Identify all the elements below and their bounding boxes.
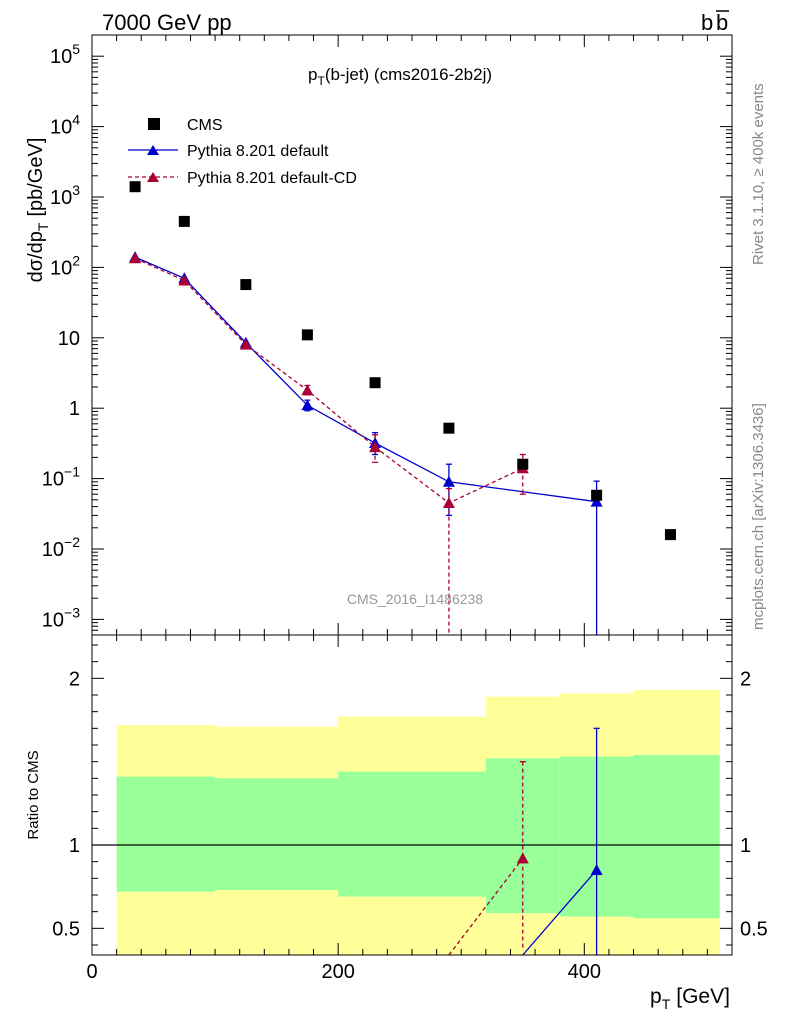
legend: CMS Pythia 8.201 default Pythia 8.201 de… xyxy=(128,117,357,187)
main-y-axis-label: dσ/dpT [pb/GeV] xyxy=(25,138,51,283)
main-title-rest: (b-jet) (cms2016-2b2j) xyxy=(325,65,492,84)
main-triangle-marker xyxy=(442,475,455,487)
green-uncertainty-band xyxy=(215,778,339,890)
legend-label-cd: Pythia 8.201 default-CD xyxy=(187,170,357,187)
ratio-y-tick-label-right: 1 xyxy=(740,835,751,857)
main-triangle-marker xyxy=(301,384,314,396)
rivet-label: Rivet 3.1.10, ≥ 400k events xyxy=(750,83,767,265)
main-ylabel-sub: T xyxy=(35,222,51,231)
x-axis-label: pT [GeV] xyxy=(650,985,730,1012)
main-triangle-marker xyxy=(301,399,314,411)
cms-data-point xyxy=(591,489,603,501)
main-series-line xyxy=(134,257,524,504)
ratio-y-tick-label-right: 0.5 xyxy=(740,918,768,940)
green-uncertainty-band xyxy=(338,771,486,897)
cms-data-point xyxy=(178,215,190,227)
main-y-tick-label: 103 xyxy=(50,182,80,209)
process-label-bbar: b xyxy=(716,10,728,35)
ratio-series-line xyxy=(448,857,524,956)
ratio-panel: 0.5 0.5 1 1 2 2 0 200 400 Ratio to CMS pT [GeV] xyxy=(25,634,768,1012)
legend-label-default: Pythia 8.201 default xyxy=(187,143,329,160)
main-y-tick-label: 1 xyxy=(69,398,80,420)
ratio-y-axis-label: Ratio to CMS xyxy=(25,750,42,839)
x-tick-label: 200 xyxy=(321,961,354,983)
main-triangle-marker xyxy=(442,496,455,508)
main-ylabel-rest: [pb/GeV] xyxy=(25,138,47,217)
main-y-tick-label: 10−1 xyxy=(42,464,80,491)
svg-text:dσ/dpT[pb/GeV]: dσ/dpT [pb/GeV] xyxy=(25,138,51,283)
main-triangle-marker xyxy=(590,495,603,507)
ratio-y-tick-label-right: 2 xyxy=(740,668,751,690)
main-y-tick-label: 10 xyxy=(58,328,80,350)
yellow-lower-band xyxy=(116,891,216,955)
yellow-lower-band xyxy=(485,913,560,955)
main-y-tick-label: 104 xyxy=(50,112,80,139)
cms-data-point xyxy=(369,377,381,389)
main-triangle-marker xyxy=(129,252,142,264)
ratio-triangle-marker xyxy=(590,864,603,875)
legend-marker-cd xyxy=(147,172,159,182)
main-triangle-marker xyxy=(178,274,191,286)
ratio-axes: 0.5 0.5 1 1 2 2 0 200 400 xyxy=(52,635,768,983)
legend-marker-default xyxy=(147,145,159,155)
ratio-y-tick-label: 2 xyxy=(69,668,80,690)
x-tick-label: 0 xyxy=(86,961,97,983)
main-triangle-marker xyxy=(239,338,252,350)
main-y-tick-label: 102 xyxy=(50,252,80,279)
mcplots-label: mcplots.cern.ch [arXiv:1306.3436] xyxy=(750,403,767,630)
main-title: pT(b-jet) (cms2016-2b2j) xyxy=(308,65,492,88)
analysis-watermark: CMS_2016_I1486238 xyxy=(347,591,483,607)
yellow-lower-band xyxy=(338,896,486,955)
ratio-triangle-marker xyxy=(516,852,529,864)
beam-label: 7000 GeV pp xyxy=(102,10,232,35)
main-plot-marks xyxy=(129,181,676,635)
main-y-tick-label: 105 xyxy=(50,41,80,68)
ratio-y-tick-label: 1 xyxy=(69,835,80,857)
main-y-tick-label: 10−2 xyxy=(42,534,80,561)
cms-data-point xyxy=(664,529,676,541)
x-label-rest: [GeV] xyxy=(676,985,730,1008)
x-tick-label: 400 xyxy=(568,961,601,983)
yellow-lower-band xyxy=(215,890,339,955)
green-uncertainty-band xyxy=(116,776,216,892)
x-label-sub: T xyxy=(662,996,671,1012)
cms-data-point xyxy=(443,422,455,434)
process-label: b b xyxy=(701,10,729,35)
cms-data-point xyxy=(129,181,141,193)
legend-marker-cms xyxy=(148,118,160,130)
main-title-sub: T xyxy=(317,74,325,88)
ratio-plot-marks xyxy=(92,690,732,956)
main-y-tick-label: 10−3 xyxy=(42,604,80,631)
main-ylabel-main: dσ/dp xyxy=(25,231,47,282)
main-triangle-marker xyxy=(369,441,382,453)
cms-data-point xyxy=(517,458,529,470)
process-label-b: b xyxy=(701,10,713,35)
cms-data-point xyxy=(240,279,252,291)
legend-label-cms: CMS xyxy=(187,117,223,134)
ratio-series-line xyxy=(522,869,598,956)
green-uncertainty-band xyxy=(633,755,720,919)
x-label-p: p xyxy=(650,985,662,1008)
ratio-y-tick-label: 0.5 xyxy=(52,918,80,940)
main-title-p: p xyxy=(308,65,317,84)
cms-data-point xyxy=(301,329,313,341)
yellow-lower-band xyxy=(633,918,720,955)
